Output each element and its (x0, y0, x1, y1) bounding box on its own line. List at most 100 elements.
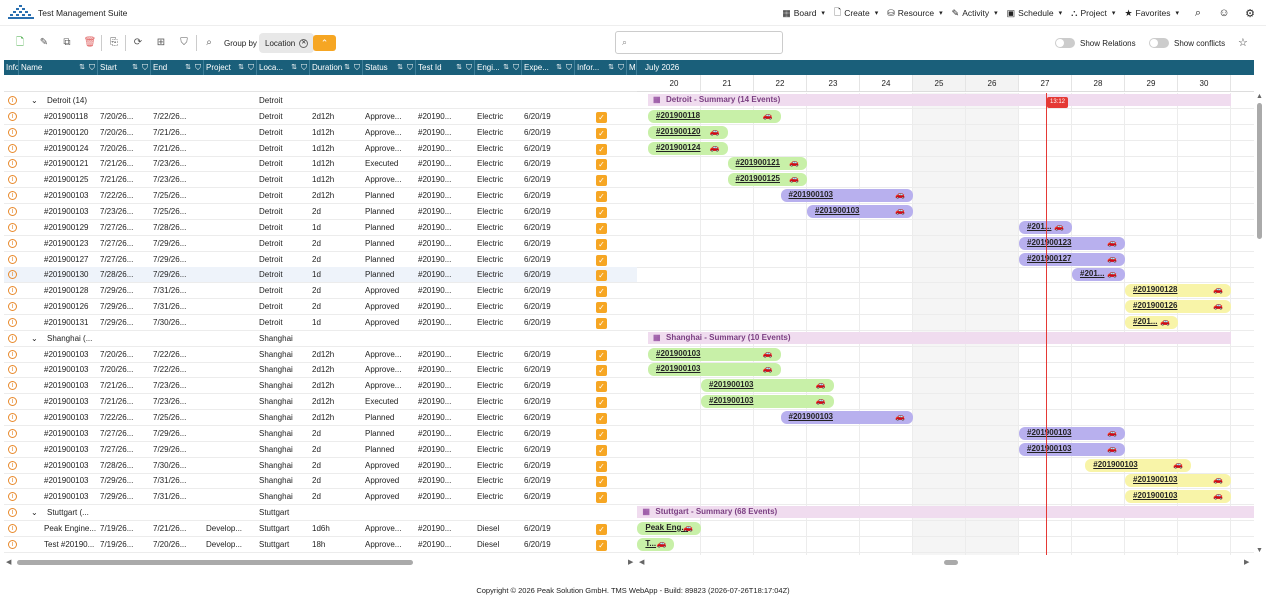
collapse-button[interactable]: ⌃ (313, 35, 336, 51)
column-header[interactable]: Loca... ⇅ ⛉ (257, 60, 310, 75)
checkbox[interactable]: ✓ (596, 175, 607, 187)
scroll-right-icon[interactable]: ▶ (628, 559, 634, 566)
event-bar-label[interactable]: #201900103 (656, 364, 701, 374)
group-chip[interactable]: Location ✕ (259, 33, 315, 53)
event-bar-label[interactable]: #201900123 (1027, 237, 1072, 247)
checkbox[interactable]: ✓ (596, 286, 607, 298)
info-icon[interactable]: i (8, 206, 17, 216)
scroll-left-icon[interactable]: ◀ (6, 559, 12, 566)
event-bar-label[interactable]: T... (645, 538, 657, 548)
event-bar-label[interactable]: #201900118 (656, 110, 701, 120)
event-bar-label[interactable]: Peak Eng... (645, 522, 689, 532)
event-bar[interactable]: #201900128 🚗 (1125, 284, 1231, 298)
table-row[interactable]: i #201900103 7/22/26... 7/25/26... Shanghai 2… (4, 410, 637, 426)
info-icon[interactable]: i (8, 238, 17, 248)
filter-icon[interactable]: ⛉ (89, 63, 95, 72)
event-bar-label[interactable]: #201900121 (735, 158, 781, 168)
checkbox[interactable]: ✓ (596, 159, 607, 171)
event-bar[interactable]: #201... 🚗 (1125, 315, 1178, 329)
event-bar-label[interactable]: #201900127 (1027, 253, 1072, 263)
table-row[interactable]: i #201900123 7/27/26... 7/29/26... Detroit 2d… (4, 236, 637, 252)
info-icon[interactable]: i (8, 365, 17, 375)
column-header[interactable]: Project ⇅ ⛉ (204, 60, 257, 75)
group-summary-bar[interactable]: Shanghai - Summary (10 Events) (648, 331, 1231, 344)
sort-icon[interactable]: ⇅ (291, 64, 297, 71)
checkbox[interactable]: ✓ (596, 476, 607, 488)
search-icon[interactable]: ⌕ (1194, 6, 1202, 19)
event-bar[interactable]: #201900126 🚗 (1125, 300, 1231, 314)
sort-icon[interactable]: ⇅ (503, 64, 509, 71)
event-bar-label[interactable]: #201... (1080, 269, 1105, 279)
info-icon[interactable]: i (8, 127, 17, 137)
event-bar-label[interactable]: #201900128 (1133, 285, 1178, 295)
event-bar-label[interactable]: #201900103 (1027, 443, 1072, 453)
search-input[interactable]: ⌕ (615, 31, 783, 54)
table-row[interactable]: i #201900125 7/21/26... 7/23/26... Detroit 1d… (4, 172, 637, 189)
event-bar-label[interactable]: #201900103 (1133, 475, 1178, 485)
event-bar[interactable]: #201900103 🚗 (780, 189, 913, 203)
table-row[interactable]: i #201900103 7/29/26... 7/31/26... Shanghai 2… (4, 473, 637, 490)
table-row[interactable]: i #201900103 7/27/26... 7/29/26... Shanghai 2… (4, 426, 637, 442)
event-bar-label[interactable]: #201900103 (1093, 459, 1138, 469)
info-icon[interactable]: i (8, 523, 17, 533)
filter-icon[interactable]: ⛉ (618, 63, 624, 72)
checkbox[interactable]: ✓ (596, 317, 607, 329)
info-icon[interactable]: i (8, 191, 17, 201)
info-icon[interactable]: i (8, 317, 17, 327)
gear-icon[interactable]: ⚙ (1245, 7, 1255, 20)
checkbox[interactable]: ✓ (596, 143, 607, 155)
table-row[interactable]: i #201900118 7/20/26... 7/22/26... Detroit 2d… (4, 109, 637, 125)
event-bar-label[interactable]: #201900126 (1133, 301, 1178, 311)
checkbox[interactable]: ✓ (596, 413, 607, 424)
event-bar[interactable]: #201900118 🚗 (648, 109, 781, 123)
event-bar[interactable]: #201900103 🚗 (1019, 442, 1125, 456)
table-row[interactable]: i #201900103 7/29/26... 7/31/26... Shanghai 2… (4, 489, 637, 506)
info-icon[interactable]: i (8, 413, 17, 422)
checkbox[interactable]: ✓ (596, 191, 607, 203)
show-conflicts-toggle[interactable] (1149, 38, 1169, 48)
group-summary-bar[interactable]: Stuttgart - Summary (68 Events) (637, 506, 1254, 519)
delete-icon[interactable]: 🗑 (83, 37, 97, 48)
checkbox[interactable]: ✓ (596, 302, 607, 314)
filter-icon[interactable]: ⛉ (301, 63, 307, 72)
checkbox[interactable]: ✓ (596, 492, 607, 504)
event-bar[interactable]: #201900103 🚗 (1125, 490, 1231, 504)
close-icon[interactable]: ✕ (299, 38, 309, 48)
scroll-down-icon[interactable]: ▼ (1256, 547, 1263, 554)
event-bar[interactable]: #201900123 🚗 (1019, 236, 1125, 250)
column-header[interactable]: Name ⇅ ⛉ (19, 60, 98, 75)
event-bar[interactable]: #201... 🚗 (1072, 268, 1125, 282)
event-bar[interactable]: #201900103 🚗 (701, 379, 834, 393)
checkbox[interactable]: ✓ (596, 349, 607, 361)
table-row[interactable]: i #201900126 7/29/26... 7/31/26... Detroit 2d… (4, 299, 637, 316)
chevron-down-icon[interactable]: ⌄ (31, 508, 38, 518)
nav-schedule[interactable]: ▣ Schedule ▾ (1007, 8, 1062, 19)
info-icon[interactable]: i (8, 476, 17, 486)
zoom-icon[interactable]: ⌕ (206, 37, 212, 48)
info-icon[interactable]: i (8, 460, 17, 470)
column-header[interactable]: Info (4, 60, 19, 75)
group-summary-bar[interactable]: Detroit - Summary (14 Events) (648, 94, 1231, 106)
checkbox[interactable]: ✓ (596, 444, 607, 456)
info-icon[interactable]: i (8, 492, 17, 502)
checkbox[interactable]: ✓ (596, 428, 607, 440)
scroll-left-icon[interactable]: ◀ (639, 559, 645, 566)
event-bar[interactable]: T... 🚗 (637, 537, 675, 551)
event-bar-label[interactable]: #201... (1133, 316, 1158, 326)
checkbox[interactable]: ✓ (596, 365, 607, 377)
event-bar[interactable]: #201900103 🚗 (648, 363, 781, 377)
info-icon[interactable]: i (8, 175, 17, 185)
chevron-down-icon[interactable]: ⌄ (31, 333, 38, 343)
column-header[interactable]: Engi... ⇅ ⛉ (475, 60, 522, 75)
copy-icon[interactable]: ⧉ (63, 37, 71, 48)
vertical-scrollbar[interactable]: ▲ ▼ (1254, 93, 1264, 555)
event-bar[interactable]: #201900103 🚗 (780, 411, 913, 424)
info-icon[interactable]: i (8, 508, 17, 518)
table-row[interactable]: i #201900103 7/28/26... 7/30/26... Shanghai 2… (4, 458, 637, 474)
sort-icon[interactable]: ⇅ (185, 64, 191, 71)
user-icon[interactable]: ☺ (1218, 7, 1230, 19)
column-header[interactable]: Ma (627, 60, 637, 75)
filter-icon[interactable]: ⛉ (566, 63, 572, 72)
event-bar-label[interactable]: #201900103 (788, 190, 834, 200)
group-row[interactable]: i ⌄ Stuttgart (... Stuttgart (4, 505, 637, 522)
